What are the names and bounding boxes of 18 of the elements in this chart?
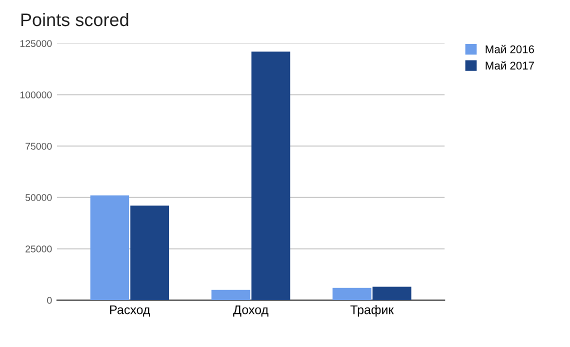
x-tick-label: Доход — [233, 305, 268, 317]
y-tick-label: 25000 — [26, 246, 52, 252]
y-tick-label: 100000 — [20, 91, 52, 98]
y-tick-label: 50000 — [25, 194, 52, 202]
bar — [372, 286, 412, 300]
y-tick-label: 75000 — [26, 142, 52, 150]
chart-title: Points scored — [21, 12, 128, 26]
x-tick-label: Трафик — [350, 305, 394, 317]
y-tick-label: 125000 — [20, 40, 52, 47]
x-tick-label: Расход — [110, 305, 150, 317]
bar — [90, 195, 130, 300]
bar — [130, 206, 170, 300]
legend-label: Май 2016 — [486, 44, 534, 54]
y-tick-label: 0 — [47, 296, 52, 304]
bar — [251, 52, 290, 300]
legend-label: Май 2017 — [486, 61, 534, 70]
bar — [211, 290, 250, 300]
bar — [332, 288, 372, 300]
